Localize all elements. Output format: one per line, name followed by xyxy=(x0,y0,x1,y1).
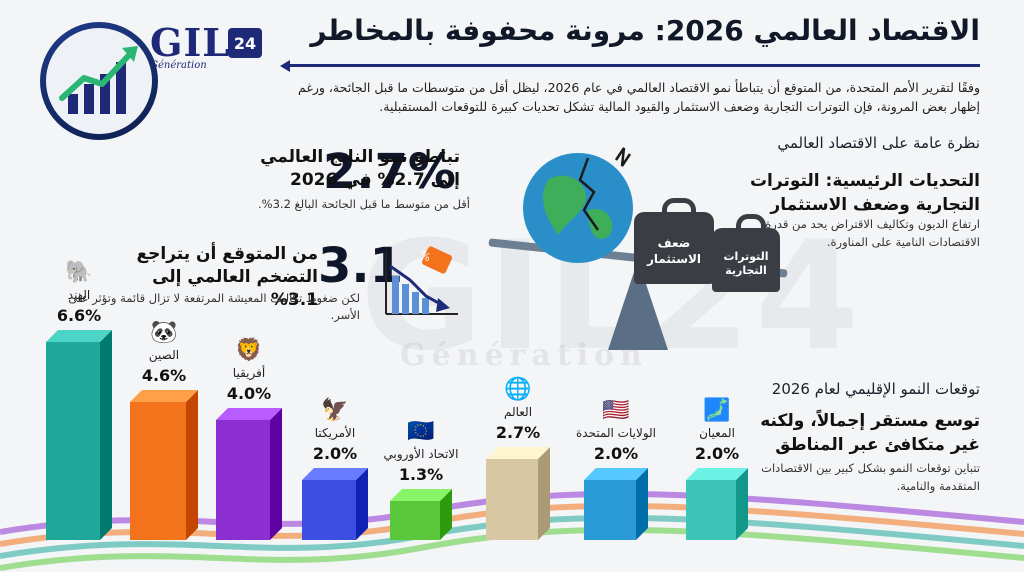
eu-flag-icon: 🇪🇺 xyxy=(407,419,435,444)
bar-category-label: المعيان xyxy=(699,426,735,440)
panda-icon: 🐼 xyxy=(150,320,178,345)
title-underline-arrow xyxy=(280,60,290,72)
bar-side xyxy=(270,408,282,540)
bar-side xyxy=(440,489,452,540)
bar-value-label: 6.6% xyxy=(56,306,102,325)
lion-icon: 🦁 xyxy=(235,338,263,363)
bar-5 xyxy=(486,447,550,540)
inflation-stat-note: لكن ضغوط تكاليف المعيشة المرتفعة لا تزال… xyxy=(68,291,360,322)
bar-category-label: الصين xyxy=(148,348,180,362)
bar-6 xyxy=(584,468,648,540)
regional-subheading: توسع مستقر إجمالاً، ولكنه غير متكافئ عبر… xyxy=(760,411,980,455)
bar-front xyxy=(46,342,100,540)
bar-value-label: 2.7% xyxy=(495,423,541,442)
bar-side xyxy=(186,390,198,540)
bar-front xyxy=(390,501,440,540)
bar-category-label: أفريقيا xyxy=(232,366,266,380)
bar-value-label: 2.0% xyxy=(593,444,639,463)
bar-3 xyxy=(302,468,368,540)
regional-text: تتباين توقعات النمو بشكل كبير بين الاقتص… xyxy=(761,461,980,493)
bar-top xyxy=(584,468,648,480)
gdp-stat-note: أقل من متوسط ما قبل الجائحة البالغ 3.2%. xyxy=(258,197,470,211)
bar-value-label: 2.0% xyxy=(312,444,358,463)
bar-value-label: 1.3% xyxy=(398,465,444,484)
bar-front xyxy=(302,480,356,540)
bar-side xyxy=(356,468,368,540)
inflation-stat-headline: من المتوقع أن يتراجع التضخم العالمي إلى … xyxy=(136,244,318,310)
bar-0 xyxy=(46,330,112,540)
chart-ribbon xyxy=(0,526,1024,571)
brand-logo: GIL xyxy=(150,20,230,65)
declining-chart-icon: % xyxy=(380,246,460,318)
page-title: الاقتصاد العالمي 2026: مرونة محفوفة بالم… xyxy=(310,14,980,47)
bar-side xyxy=(736,468,748,540)
bar-category-label: الاتحاد الأوروبي xyxy=(383,447,459,461)
bar-side xyxy=(100,330,112,540)
bar-top xyxy=(390,489,452,501)
bar-top xyxy=(686,468,748,480)
eagle-icon: 🦅 xyxy=(321,398,349,423)
bar-top xyxy=(486,447,550,459)
bar-1 xyxy=(130,390,198,540)
bar-category-label: الهند xyxy=(67,288,91,302)
bar-front xyxy=(686,480,736,540)
bar-side xyxy=(538,447,550,540)
bar-7 xyxy=(686,468,748,540)
bar-value-label: 4.0% xyxy=(226,384,272,403)
title-underline xyxy=(290,64,980,67)
watermark-tagline: Génération xyxy=(400,338,648,373)
chart-bars xyxy=(46,330,748,540)
bar-value-label: 2.0% xyxy=(694,444,740,463)
trade-weight-icon xyxy=(712,228,780,292)
challenges-title: التحديات الرئيسية: التوترات التجارية وضع… xyxy=(749,171,980,215)
investment-weight-icon xyxy=(634,212,714,284)
bar-top xyxy=(130,390,198,402)
intro-paragraph: وفقًا لتقرير الأمم المتحدة، من المتوقع أ… xyxy=(298,80,980,115)
overview-heading: نظرة عامة على الاقتصاد العالمي xyxy=(777,134,980,152)
bar-side xyxy=(636,468,648,540)
bar-value-label: 4.6% xyxy=(141,366,187,385)
bar-category-label: العالم xyxy=(503,405,533,419)
bar-front xyxy=(216,420,270,540)
bar-2 xyxy=(216,408,282,540)
us-flag-icon: 🇺🇸 xyxy=(602,398,630,423)
regional-heading: توقعات النمو الإقليمي لعام 2026 xyxy=(771,380,980,398)
gdp-stat-headline: تباطؤ نمو الناتج العالمي إلى 2.7% في 202… xyxy=(260,147,460,190)
bar-top xyxy=(216,408,282,420)
gdp-stat-number: 2.7% xyxy=(322,144,456,200)
bar-front xyxy=(130,402,186,540)
globe-scale-illustration xyxy=(488,140,788,355)
bar-category-label: الأمريكتا xyxy=(314,426,356,440)
brand-badge: 24 xyxy=(228,28,262,58)
brand-tagline: Génération xyxy=(150,60,207,71)
growth-chart-icon xyxy=(46,28,152,134)
challenges-text: ارتفاع الديون وتكاليف الاقتراض يحد من قد… xyxy=(765,217,980,249)
bar-front xyxy=(584,480,636,540)
bar-top xyxy=(46,330,112,342)
inflation-stat-number: 3.1 xyxy=(318,238,404,294)
globe-icon: 🌐 xyxy=(504,377,532,402)
svg-text:%: % xyxy=(418,248,433,264)
elephant-icon: 🐘 xyxy=(65,260,93,285)
bar-4 xyxy=(390,489,452,540)
investment-weight-label: ضعف الاستثمار xyxy=(646,236,702,266)
investment-weight-handle xyxy=(662,198,696,223)
trade-weight-label: التوترات التجارية xyxy=(723,250,769,278)
bar-top xyxy=(302,468,368,480)
japan-map-icon: 🗾 xyxy=(703,398,731,423)
bar-front xyxy=(486,459,538,540)
bar-category-label: الولايات المتحدة xyxy=(575,426,657,440)
trade-weight-handle xyxy=(736,214,766,237)
